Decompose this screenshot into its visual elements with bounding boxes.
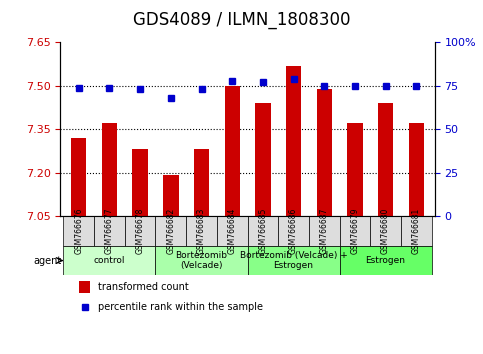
Bar bbox=[194, 149, 209, 216]
Bar bbox=[316, 89, 332, 216]
FancyBboxPatch shape bbox=[63, 246, 156, 275]
Text: GSM766680: GSM766680 bbox=[381, 207, 390, 254]
Text: GSM766686: GSM766686 bbox=[289, 207, 298, 254]
Bar bbox=[378, 103, 393, 216]
FancyBboxPatch shape bbox=[156, 216, 186, 246]
FancyBboxPatch shape bbox=[278, 216, 309, 246]
FancyBboxPatch shape bbox=[370, 216, 401, 246]
Text: GSM766678: GSM766678 bbox=[136, 207, 144, 254]
Text: GSM766684: GSM766684 bbox=[227, 207, 237, 254]
FancyBboxPatch shape bbox=[186, 216, 217, 246]
FancyBboxPatch shape bbox=[156, 246, 248, 275]
FancyBboxPatch shape bbox=[94, 216, 125, 246]
Text: Bortezomib
(Velcade): Bortezomib (Velcade) bbox=[175, 251, 227, 270]
Text: agent: agent bbox=[34, 256, 62, 266]
Bar bbox=[132, 149, 148, 216]
Text: Estrogen: Estrogen bbox=[366, 256, 406, 265]
FancyBboxPatch shape bbox=[248, 216, 278, 246]
Text: GSM766676: GSM766676 bbox=[74, 207, 83, 254]
FancyBboxPatch shape bbox=[401, 216, 432, 246]
Text: GSM766677: GSM766677 bbox=[105, 207, 114, 254]
FancyBboxPatch shape bbox=[63, 216, 94, 246]
Bar bbox=[255, 103, 270, 216]
Bar bbox=[286, 65, 301, 216]
Text: GSM766681: GSM766681 bbox=[412, 208, 421, 254]
FancyBboxPatch shape bbox=[309, 216, 340, 246]
Text: percentile rank within the sample: percentile rank within the sample bbox=[98, 302, 263, 312]
FancyBboxPatch shape bbox=[248, 246, 340, 275]
Bar bbox=[163, 176, 179, 216]
Text: transformed count: transformed count bbox=[98, 282, 188, 292]
FancyBboxPatch shape bbox=[217, 216, 248, 246]
Text: GDS4089 / ILMN_1808300: GDS4089 / ILMN_1808300 bbox=[133, 11, 350, 29]
Bar bbox=[102, 124, 117, 216]
FancyBboxPatch shape bbox=[340, 216, 370, 246]
Text: GSM766685: GSM766685 bbox=[258, 207, 268, 254]
FancyBboxPatch shape bbox=[125, 216, 156, 246]
Bar bbox=[79, 281, 90, 293]
Bar bbox=[409, 124, 424, 216]
Text: GSM766687: GSM766687 bbox=[320, 207, 329, 254]
Text: GSM766683: GSM766683 bbox=[197, 207, 206, 254]
FancyBboxPatch shape bbox=[340, 246, 432, 275]
Bar bbox=[71, 138, 86, 216]
Bar bbox=[347, 124, 363, 216]
Text: GSM766679: GSM766679 bbox=[351, 207, 359, 254]
Text: Bortezomib (Velcade) +
Estrogen: Bortezomib (Velcade) + Estrogen bbox=[240, 251, 347, 270]
Text: control: control bbox=[94, 256, 125, 265]
Bar bbox=[225, 86, 240, 216]
Text: GSM766682: GSM766682 bbox=[166, 208, 175, 254]
